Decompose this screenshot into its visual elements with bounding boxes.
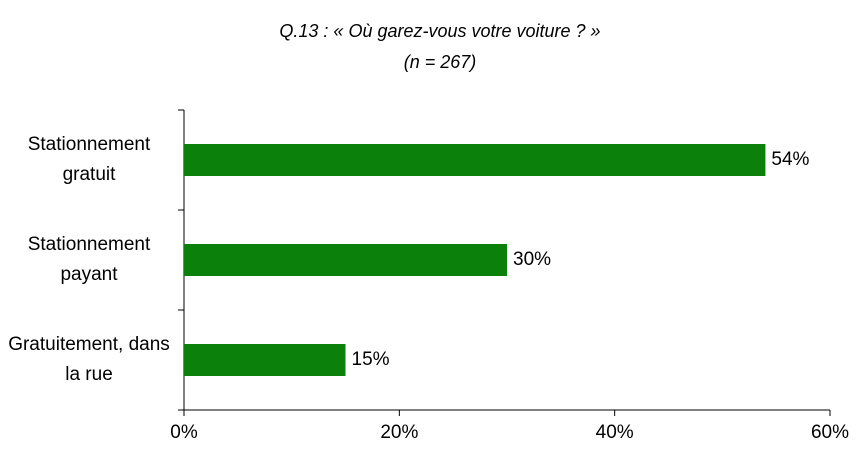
bar: [184, 144, 766, 176]
x-tick-label: 0%: [170, 422, 198, 443]
bar: [184, 344, 346, 376]
x-tick-label: 60%: [811, 422, 849, 443]
y-tick-label: Gratuitement, dans la rue: [8, 334, 170, 385]
x-tick-label: 20%: [380, 422, 418, 443]
x-tick-label: 40%: [596, 422, 634, 443]
chart-subtitle: (n = 267): [404, 52, 477, 72]
value-label: 30%: [513, 249, 551, 270]
value-label: 15%: [352, 349, 390, 370]
value-label: 54%: [771, 149, 809, 170]
y-tick-label: Stationnement payant: [27, 234, 151, 285]
y-tick-label: Stationnement gratuit: [27, 134, 151, 185]
bar: [184, 244, 507, 276]
chart-title: Q.13 : « Où garez-vous votre voiture ? »: [279, 21, 600, 41]
